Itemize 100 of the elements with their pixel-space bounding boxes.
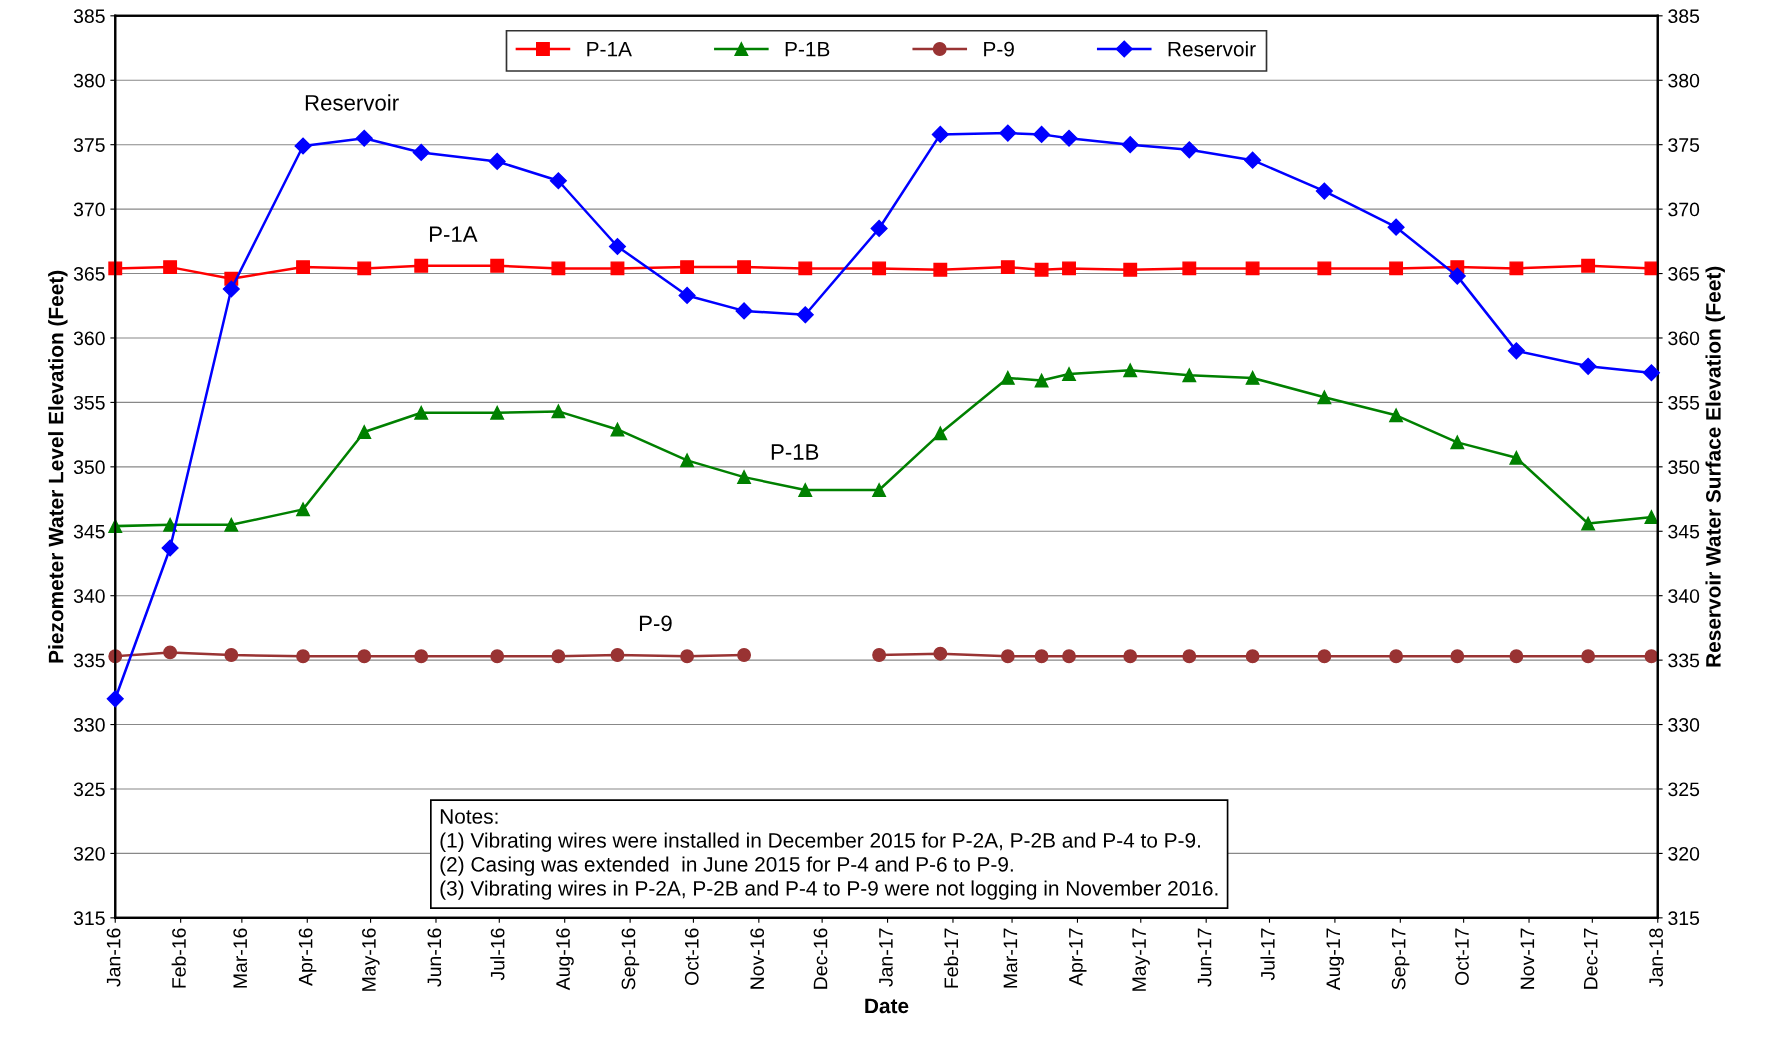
point — [355, 129, 373, 147]
point — [224, 648, 239, 662]
point — [551, 404, 566, 419]
x-tick-label: Aug-16 — [556, 928, 574, 991]
y-tick-label: 320 — [73, 846, 105, 861]
legend-label: P-1A — [587, 41, 632, 57]
legend-label: P-9 — [984, 41, 1014, 57]
y2-tick-label: 360 — [1668, 331, 1700, 346]
y-tick-label: 330 — [73, 718, 105, 732]
point — [1062, 649, 1076, 664]
point — [796, 306, 814, 324]
point — [1507, 342, 1525, 360]
point — [1062, 367, 1076, 382]
point — [1317, 390, 1332, 405]
point — [106, 690, 124, 708]
x-tick-label: Oct-17 — [1455, 928, 1469, 985]
y-tick-label: 335 — [73, 653, 105, 668]
point — [490, 258, 505, 273]
y-tick-label: 355 — [73, 395, 105, 410]
point — [1033, 125, 1051, 143]
annotation: (3) Vibrating wires in P-2A, P-2B and P-4 to P-9 were not logging in November 2016. — [440, 880, 1218, 900]
point — [414, 258, 429, 273]
point — [608, 237, 627, 256]
point — [1245, 261, 1260, 276]
y2-tick-label: 320 — [1668, 846, 1700, 861]
y-tick-label: 345 — [73, 524, 105, 539]
point — [357, 425, 372, 439]
point — [1034, 262, 1049, 277]
y-tick-label: 370 — [73, 202, 105, 217]
point — [931, 125, 949, 143]
point — [1581, 516, 1596, 531]
point — [1448, 267, 1466, 285]
y-tick-label: 385 — [73, 9, 105, 24]
point — [1062, 261, 1076, 276]
point — [163, 517, 178, 532]
point — [1642, 364, 1660, 382]
y-tick-label: 340 — [73, 589, 105, 603]
point — [870, 219, 888, 237]
point — [1389, 649, 1404, 664]
x-axis-title: Date — [865, 998, 909, 1014]
point — [737, 260, 752, 275]
point — [1244, 151, 1262, 169]
y2-tick-label: 345 — [1668, 524, 1700, 539]
legend-label: Reservoir — [1168, 41, 1256, 57]
x-tick-label: Feb-16 — [171, 928, 186, 988]
point — [296, 260, 310, 275]
x-tick-label: Jun-17 — [1197, 928, 1212, 987]
x-tick-label: Sep-16 — [621, 928, 640, 990]
point — [610, 648, 625, 662]
point — [1581, 649, 1596, 664]
point — [678, 286, 696, 305]
x-tick-label: Jan-18 — [1649, 928, 1663, 987]
y-tick-label: 380 — [73, 73, 105, 88]
y2-tick-label: 385 — [1668, 9, 1700, 24]
y2-tick-label: 375 — [1668, 138, 1700, 152]
point — [798, 261, 813, 276]
point — [1034, 373, 1049, 388]
point — [680, 649, 695, 664]
annotation: Reservoir — [305, 94, 399, 111]
x-tick-label: Nov-16 — [750, 928, 765, 989]
point — [1644, 649, 1659, 664]
annotation: (2) Casing was extended in June 2015 for P-4 and P-6 to P-9. — [440, 856, 1013, 876]
annotation: P-1B — [771, 444, 819, 460]
point — [933, 426, 948, 441]
point — [1123, 363, 1138, 378]
y2-tick-label: 340 — [1668, 589, 1700, 603]
point — [1060, 129, 1078, 147]
point — [163, 260, 178, 275]
point — [1387, 218, 1405, 236]
point — [1180, 141, 1198, 159]
point — [296, 649, 310, 664]
point — [1389, 408, 1404, 423]
point — [549, 172, 567, 190]
x-tick-label: Mar-16 — [233, 928, 248, 988]
annotation: P-9 — [639, 615, 672, 632]
x-tick-label: Apr-16 — [298, 928, 317, 986]
annotation: (1) Vibrating wires were installed in December 2015 for P-2A, P-2B and P-4 to P-9. — [440, 832, 1200, 852]
x-tick-label: Oct-16 — [684, 928, 699, 985]
y2-tick-label: 325 — [1668, 782, 1700, 797]
point — [999, 124, 1017, 142]
x-tick-label: Jun-16 — [427, 928, 442, 987]
point — [490, 405, 505, 420]
legend-label: P-1B — [785, 41, 830, 57]
point — [1182, 649, 1197, 664]
x-tick-label: Mar-17 — [1003, 928, 1018, 988]
point — [1245, 370, 1260, 385]
annotation: Notes: — [440, 809, 498, 824]
point — [1450, 435, 1465, 450]
point — [737, 470, 752, 485]
point — [161, 539, 179, 557]
y2-tick-label: 365 — [1668, 267, 1700, 281]
x-tick-label: May-17 — [1132, 928, 1150, 991]
y2-tick-label: 350 — [1668, 460, 1700, 475]
x-tick-label: Nov-17 — [1520, 928, 1535, 989]
y-tick-label: 375 — [73, 138, 105, 152]
point — [412, 143, 430, 161]
point — [933, 262, 948, 277]
y-axis-title: Piezometer Water Level Elevation (Feet) — [48, 270, 68, 663]
x-tick-label: Dec-17 — [1583, 928, 1598, 989]
point — [1245, 649, 1260, 664]
